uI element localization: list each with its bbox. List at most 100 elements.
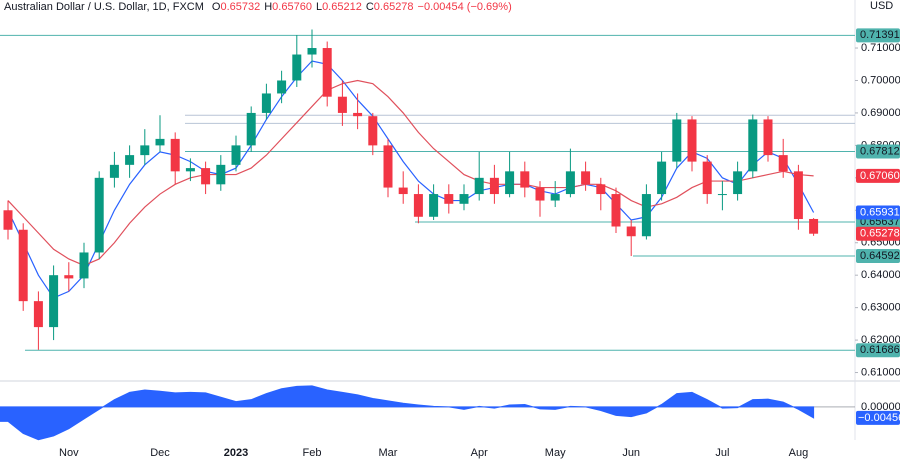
y-tick-label: 0.71000 [861,42,900,54]
price-badge [856,205,900,220]
y-tick-label: 0.63000 [861,302,900,314]
candle-body [94,177,104,253]
candle-body [520,171,530,188]
level-label: 0.64592 [860,250,900,262]
candle-body [657,161,667,195]
header: Australian Dollar / U.S. Dollar, 1D, FXC… [4,1,512,13]
candle-body [474,177,484,195]
oscillator-area [0,385,815,441]
moving-average [7,79,814,267]
candle-body [748,119,758,172]
candle-body [444,194,454,204]
candle-body [18,229,28,302]
currency-label: USD [870,0,893,12]
candle-body [672,119,682,162]
candle-body [550,194,560,201]
ohlc-value: 0.65732 [220,1,260,13]
candle-body [793,171,803,220]
candle-body [398,187,408,195]
candle-body [246,112,256,146]
y-tick-label: 0.61000 [861,366,900,378]
price-change: −0.00454 (−0.69%) [418,1,512,13]
candle-body [368,116,378,146]
x-tick-label: Apr [471,447,488,459]
ohlc-name: L [316,1,322,13]
x-tick-label: Aug [789,447,809,459]
candle-body [702,161,712,195]
y-tick-label: 0.62000 [861,334,900,346]
candle-body [565,171,575,195]
candle-body [140,145,150,156]
y-tick-label: 0.00000 [861,401,900,413]
candle-body [809,218,819,234]
candle-body [383,145,393,188]
candle-body [170,138,180,172]
level-badge [856,248,900,263]
candle-body [413,194,423,217]
candle-body [109,164,119,178]
candle-body [201,168,211,185]
x-tick-label: Nov [59,447,79,459]
ohlc-name: O [212,1,221,13]
candle-body [489,177,499,195]
price-badge [856,168,900,183]
oscillator-badge-label: −0.00456 [858,412,900,424]
candle-body [778,155,788,172]
candle-body [687,119,697,162]
oscillator-badge [856,410,900,425]
candle-body [429,194,439,217]
price-badge-label: 0.67060 [860,170,900,182]
x-tick-label: Mar [379,447,398,459]
price-badge-label: 0.65931 [860,206,900,218]
candle-body [505,171,515,195]
candle-body [353,112,363,117]
price-badge-label: 0.65278 [860,228,900,240]
ohlc-name: H [264,1,272,13]
level-badge [856,144,900,159]
candle-body [125,155,135,165]
candle-body [49,275,59,328]
candle-body [185,168,195,172]
candle-body [155,138,165,146]
candle-body [231,145,241,165]
candle-body [337,96,347,113]
candle-body [277,80,287,94]
y-tick-label: 0.64000 [861,269,900,281]
candle-body [64,275,74,279]
moving-average [7,60,815,299]
candle-body [596,184,606,195]
x-tick-label: Jul [715,447,729,459]
level-badge [856,343,900,358]
candle-body [322,48,332,97]
x-tick-label: Dec [150,447,170,459]
candle-body [626,226,636,237]
y-tick-label: 0.69000 [861,107,900,119]
candle-body [641,194,651,237]
y-tick-label: 0.70000 [861,74,900,86]
level-badge [856,28,900,43]
candle-body [292,54,302,81]
ohlc-value: 0.65212 [322,1,362,13]
candle-body [733,171,743,195]
candle-body [581,171,591,185]
candle-body [33,301,43,328]
level-label: 0.67812 [860,145,900,157]
candle-body [535,187,545,201]
x-tick-label: 2023 [224,447,248,459]
level-label: 0.71391 [860,29,900,41]
candle-body [307,48,317,55]
candle-body [717,194,727,196]
chart-title: Australian Dollar / U.S. Dollar, 1D, FXC… [4,1,204,13]
candle-body [79,252,89,279]
candle-body [3,210,13,230]
x-tick-label: May [545,447,566,459]
candle-body [216,164,226,185]
ohlc-value: 0.65278 [374,1,414,13]
level-label: 0.61686 [860,344,900,356]
candle-body [261,93,271,113]
x-tick-label: Jun [622,447,640,459]
ohlc-name: C [366,1,374,13]
candle-body [763,119,773,156]
candle-body [611,194,621,227]
